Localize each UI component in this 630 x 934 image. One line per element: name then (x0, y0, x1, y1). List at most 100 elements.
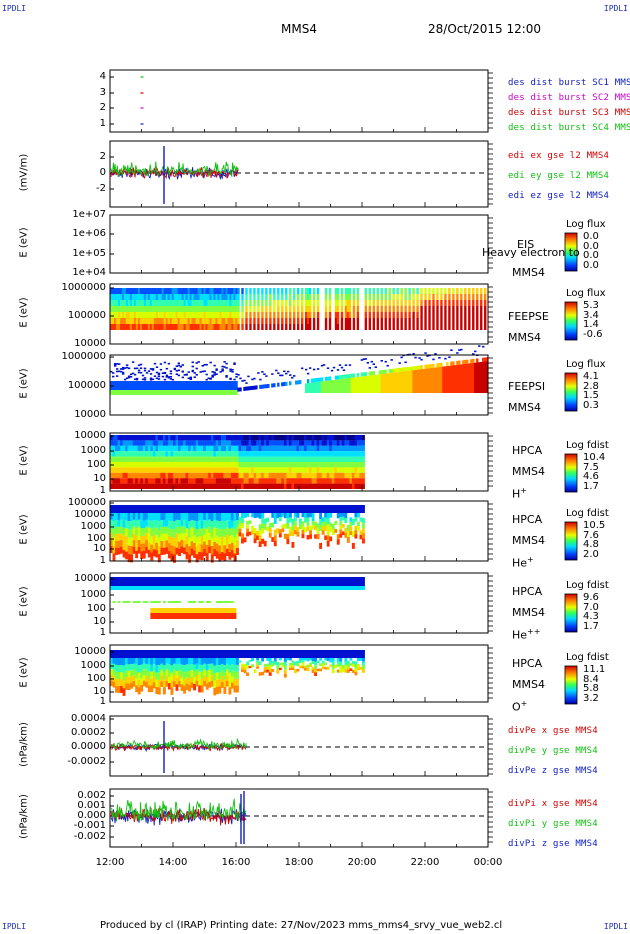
spectrogram-cell (225, 472, 229, 479)
spectrogram-cell (466, 363, 469, 393)
spectrogram-cell (195, 306, 198, 312)
spectrogram-cell (356, 294, 360, 300)
spectrogram-cell (336, 586, 340, 590)
spectrogram-cell (426, 364, 429, 369)
spectrogram-cell (220, 613, 224, 619)
spectrogram-cell (160, 608, 164, 613)
spectrogram-cell (277, 288, 280, 294)
spectrogram-cell (198, 467, 202, 473)
spectrogram-cell (283, 445, 287, 452)
spectrogram-cell (259, 378, 262, 381)
spectrogram-cell (198, 613, 202, 619)
spectrogram-cell (188, 601, 192, 603)
spectrogram-cell (301, 445, 305, 452)
spectrogram-cell (344, 451, 348, 457)
spectrogram-cell (195, 663, 199, 670)
spectrogram-cell (266, 445, 270, 452)
spectrogram-cell (380, 312, 383, 318)
spectrogram-cell (356, 318, 360, 324)
spectrogram-cell (110, 456, 113, 462)
spectrogram-cell (220, 445, 224, 452)
spectrogram-cell (341, 456, 345, 462)
spectrogram-cell (120, 586, 123, 590)
spectrogram-cell (309, 445, 312, 452)
spectrogram-cell (220, 675, 224, 682)
spectrogram-cell (276, 440, 280, 446)
spectrogram-cell (241, 505, 244, 513)
spectrogram-cell (231, 324, 234, 330)
y-axis-label: (nPa/km) (18, 794, 30, 839)
spectrogram-cell (218, 462, 222, 468)
spectrogram-cell (288, 665, 292, 668)
spectrogram-cell (382, 369, 385, 374)
spectrogram-cell (372, 324, 375, 330)
spectrogram-cell (460, 312, 463, 318)
spectrogram-cell (331, 445, 335, 452)
spectrogram-cell (251, 586, 255, 590)
spectrogram-cell (153, 294, 157, 300)
instrument-label: MMS4 (512, 465, 545, 478)
spectrogram-cell (208, 445, 212, 452)
spacecraft-title: MMS4 (281, 22, 317, 36)
spectrogram-cell (291, 505, 295, 513)
spectrogram-cell (213, 456, 217, 462)
spectrogram-cell (155, 658, 159, 666)
spectrogram-cell (354, 483, 358, 489)
spectrogram-cell (398, 367, 401, 372)
y-tick-label: 0.000 (77, 810, 106, 821)
spectrogram-cell (243, 505, 247, 513)
spectrogram-cell (110, 505, 113, 513)
spectrogram-cell (248, 467, 252, 473)
spectrogram-cell (309, 650, 312, 658)
spectrogram-cell (131, 390, 135, 395)
spectrogram-cell (273, 472, 277, 479)
spectrogram-cell (133, 373, 137, 376)
spectrogram-cell (110, 539, 113, 547)
spectrogram-cell (420, 300, 423, 306)
spectrogram-cell (150, 650, 154, 658)
spectrogram-cell (151, 368, 155, 370)
spectrogram-cell (372, 306, 375, 312)
spectrogram-cell (248, 531, 252, 536)
spectrogram-cell (276, 435, 280, 441)
spectrogram-cell (273, 445, 277, 452)
spectrogram-cell (246, 467, 249, 473)
spectrogram-cell (211, 300, 214, 306)
spectrogram-cell (253, 538, 257, 544)
spectrogram-cell (162, 472, 166, 479)
spectrogram-cell (132, 650, 136, 658)
spectrogram-cell (160, 586, 164, 590)
spectrogram-cell (215, 445, 219, 452)
spectrogram-cell (257, 288, 260, 294)
spectrogram-cell (309, 478, 312, 484)
spectrogram-cell (208, 478, 212, 484)
spectrogram-cell (238, 660, 242, 663)
spectrogram-cell (344, 467, 348, 473)
spectrogram-cell (113, 365, 117, 367)
y-tick-label: 1e+06 (72, 228, 106, 239)
spectrogram-cell (180, 435, 184, 441)
spectrogram-cell (233, 435, 237, 441)
spectrogram-cell (163, 378, 167, 381)
spectrogram-cell (248, 462, 252, 468)
y-tick-label: 100 (86, 673, 106, 684)
spectrogram-cell (191, 312, 194, 318)
spectrogram-cell (185, 536, 189, 544)
spectrogram-cell (127, 300, 131, 306)
spectrogram-cell (167, 520, 171, 529)
spectrogram-cell (210, 456, 214, 462)
spectrogram-cell (462, 364, 465, 393)
spectrogram-cell (188, 456, 192, 462)
spectrogram-cell (219, 312, 222, 318)
spectrogram-cell (132, 669, 136, 676)
spectrogram-cell (243, 577, 247, 586)
spectrogram-cell (122, 462, 126, 468)
spectrogram-cell (380, 318, 383, 324)
spectrogram-cell (139, 312, 143, 318)
spectrogram-cell (195, 362, 198, 364)
y-axis-label: E (eV) (18, 445, 30, 476)
spectrogram-cell (185, 451, 189, 457)
spectrogram-cell (225, 440, 229, 446)
spectrogram-cell (147, 527, 151, 536)
spectrogram-cell (230, 586, 234, 590)
